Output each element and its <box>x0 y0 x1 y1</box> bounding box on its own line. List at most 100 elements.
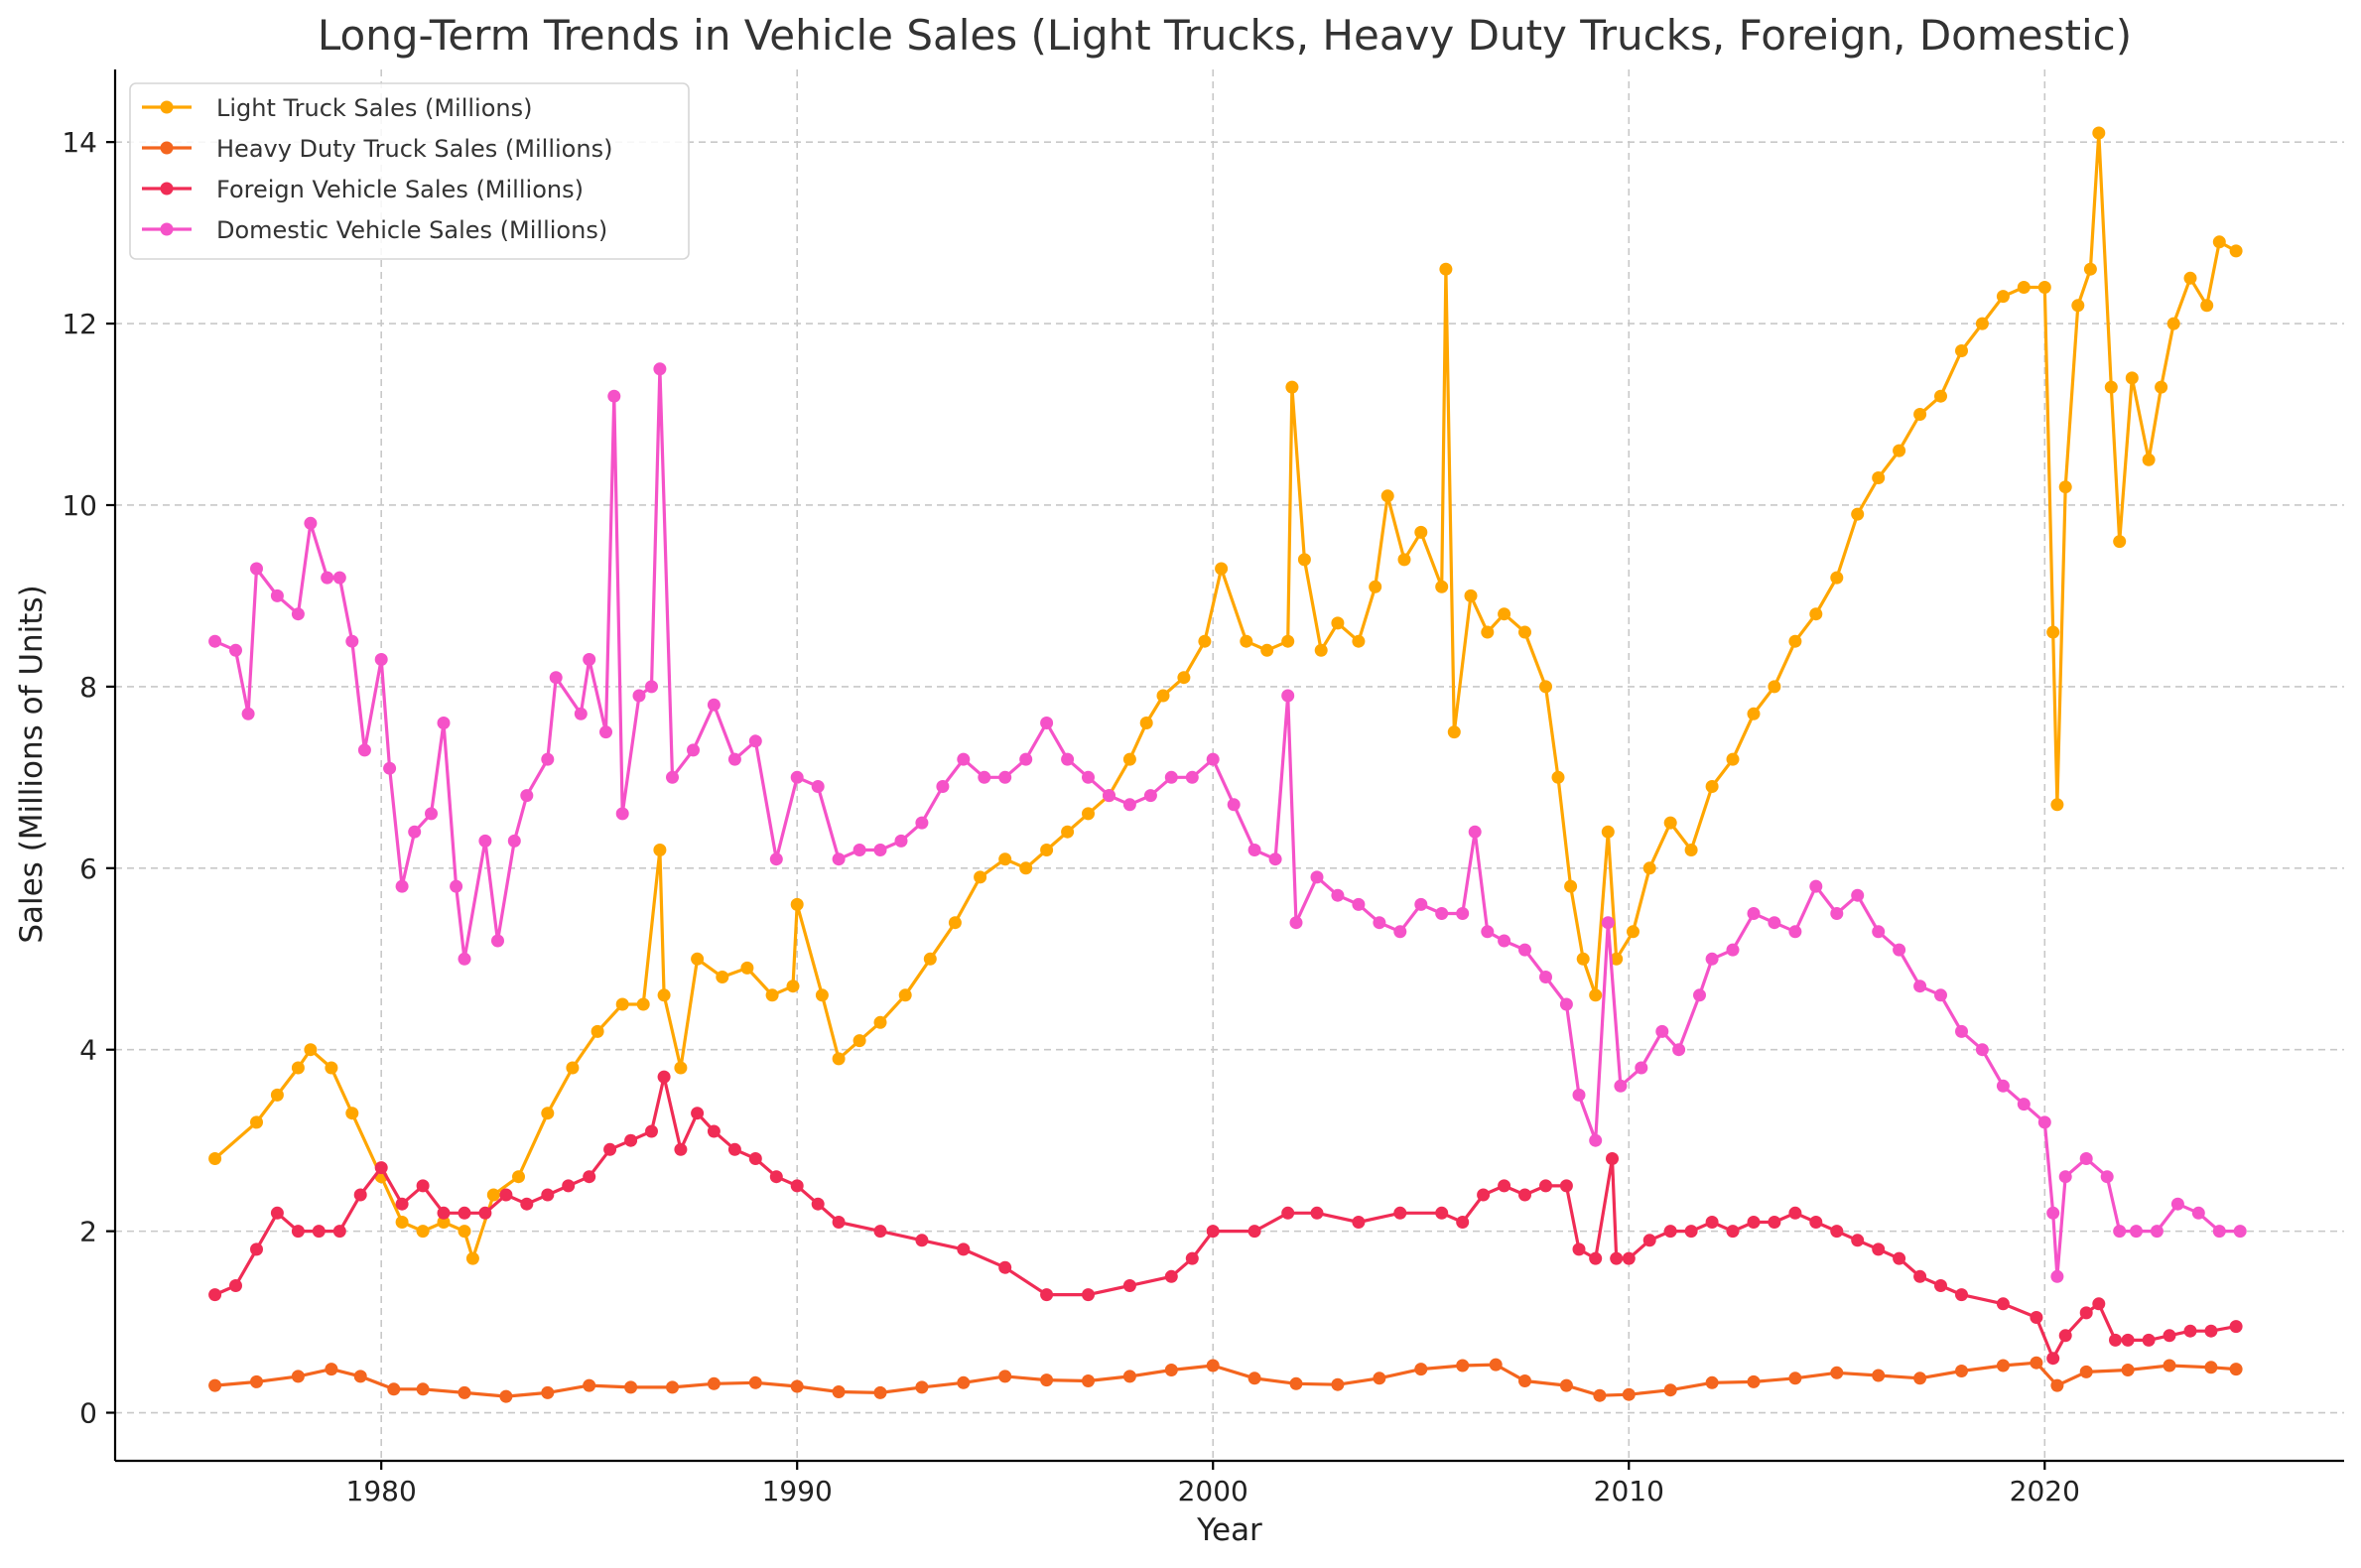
data-point <box>1622 1387 1636 1401</box>
data-point <box>957 1242 971 1256</box>
legend-label-light-truck-sales: Light Truck Sales (Millions) <box>216 94 532 122</box>
data-point <box>615 807 629 821</box>
data-point <box>229 643 242 657</box>
data-point <box>1247 1372 1261 1385</box>
chart-title: Long-Term Trends in Vehicle Sales (Light… <box>318 11 2132 60</box>
data-point <box>250 1242 263 1256</box>
data-point <box>1663 1383 1677 1397</box>
data-point <box>270 1088 284 1102</box>
y-tick-label: 2 <box>79 1216 97 1248</box>
data-point <box>1122 1279 1136 1292</box>
data-point <box>1164 1269 1178 1283</box>
data-point <box>1747 1216 1761 1229</box>
data-point <box>437 1216 451 1229</box>
data-point <box>853 844 866 856</box>
legend-marker-heavy-duty-truck-sales <box>160 141 174 155</box>
data-point <box>1247 844 1261 856</box>
data-point <box>1414 897 1428 911</box>
data-point <box>1627 925 1640 939</box>
data-point <box>2142 453 2156 466</box>
data-point <box>1539 971 1552 983</box>
data-point <box>1289 1376 1303 1390</box>
data-point <box>332 571 346 585</box>
data-point <box>1414 1363 1428 1376</box>
data-point <box>2121 1333 2135 1347</box>
data-point <box>1830 907 1844 920</box>
data-point <box>1164 770 1178 784</box>
data-point <box>998 770 1012 784</box>
legend-box <box>129 82 690 260</box>
data-point <box>1672 1043 1686 1057</box>
data-point <box>2050 1378 2064 1392</box>
data-point <box>208 1152 222 1165</box>
data-point <box>1934 389 1947 403</box>
data-point <box>2100 1170 2114 1184</box>
data-point <box>915 1380 929 1394</box>
data-point <box>1518 625 1531 639</box>
data-point <box>607 389 621 403</box>
data-point <box>1498 934 1511 948</box>
data-point <box>674 1061 688 1075</box>
data-point <box>1281 634 1295 648</box>
data-point <box>416 1225 430 1239</box>
data-point <box>2083 262 2097 276</box>
data-point <box>541 1188 555 1202</box>
data-point <box>1642 1234 1656 1247</box>
data-point <box>1635 1061 1648 1075</box>
series-foreign-vehicle-sales <box>208 1070 2243 1366</box>
data-point <box>1206 1225 1220 1239</box>
data-point <box>1572 1088 1586 1102</box>
data-point <box>707 1376 721 1390</box>
data-point <box>2125 371 2139 385</box>
data-point <box>2142 1333 2156 1347</box>
data-point <box>1747 907 1761 920</box>
data-point <box>1143 789 1157 803</box>
data-point <box>383 761 397 775</box>
data-point <box>2163 1329 2176 1343</box>
data-point <box>1215 562 1229 576</box>
y-tick-label: 0 <box>79 1397 97 1430</box>
data-point <box>1240 634 1253 648</box>
data-point <box>1851 1234 1865 1247</box>
data-point <box>1872 471 1886 484</box>
data-point <box>674 1142 688 1156</box>
data-point <box>1122 752 1136 766</box>
data-point <box>1281 1206 1295 1220</box>
data-point <box>1768 680 1781 694</box>
data-point <box>549 671 563 685</box>
data-point <box>1705 1375 1719 1389</box>
data-point <box>1809 607 1823 621</box>
data-point <box>416 1179 430 1193</box>
data-point <box>270 1206 284 1220</box>
data-point <box>2017 1098 2031 1111</box>
data-point <box>1481 925 1495 939</box>
data-point <box>853 1034 866 1048</box>
data-point <box>562 1179 576 1193</box>
series-domestic-vehicle-sales <box>208 362 2247 1283</box>
data-point <box>1601 825 1615 839</box>
data-point <box>998 1370 1012 1383</box>
data-point <box>2150 1225 2164 1239</box>
data-point <box>478 834 492 848</box>
data-point <box>1414 525 1428 539</box>
y-tick-label: 12 <box>62 308 97 340</box>
data-point <box>2046 1206 2060 1220</box>
data-point <box>1830 571 1844 585</box>
data-point <box>666 1380 679 1394</box>
data-point <box>1768 916 1781 930</box>
data-point <box>765 988 779 1002</box>
data-point <box>1019 752 1033 766</box>
data-point <box>1955 344 1968 357</box>
data-point <box>727 1142 741 1156</box>
data-point <box>691 1107 705 1120</box>
data-point <box>2046 1352 2060 1366</box>
data-point <box>1830 1366 1844 1379</box>
data-point <box>541 1107 555 1120</box>
data-point <box>1642 861 1656 875</box>
data-point <box>291 1370 305 1383</box>
data-point <box>832 1216 846 1229</box>
data-point <box>507 834 521 848</box>
data-point <box>478 1206 492 1220</box>
data-point <box>208 1378 222 1392</box>
